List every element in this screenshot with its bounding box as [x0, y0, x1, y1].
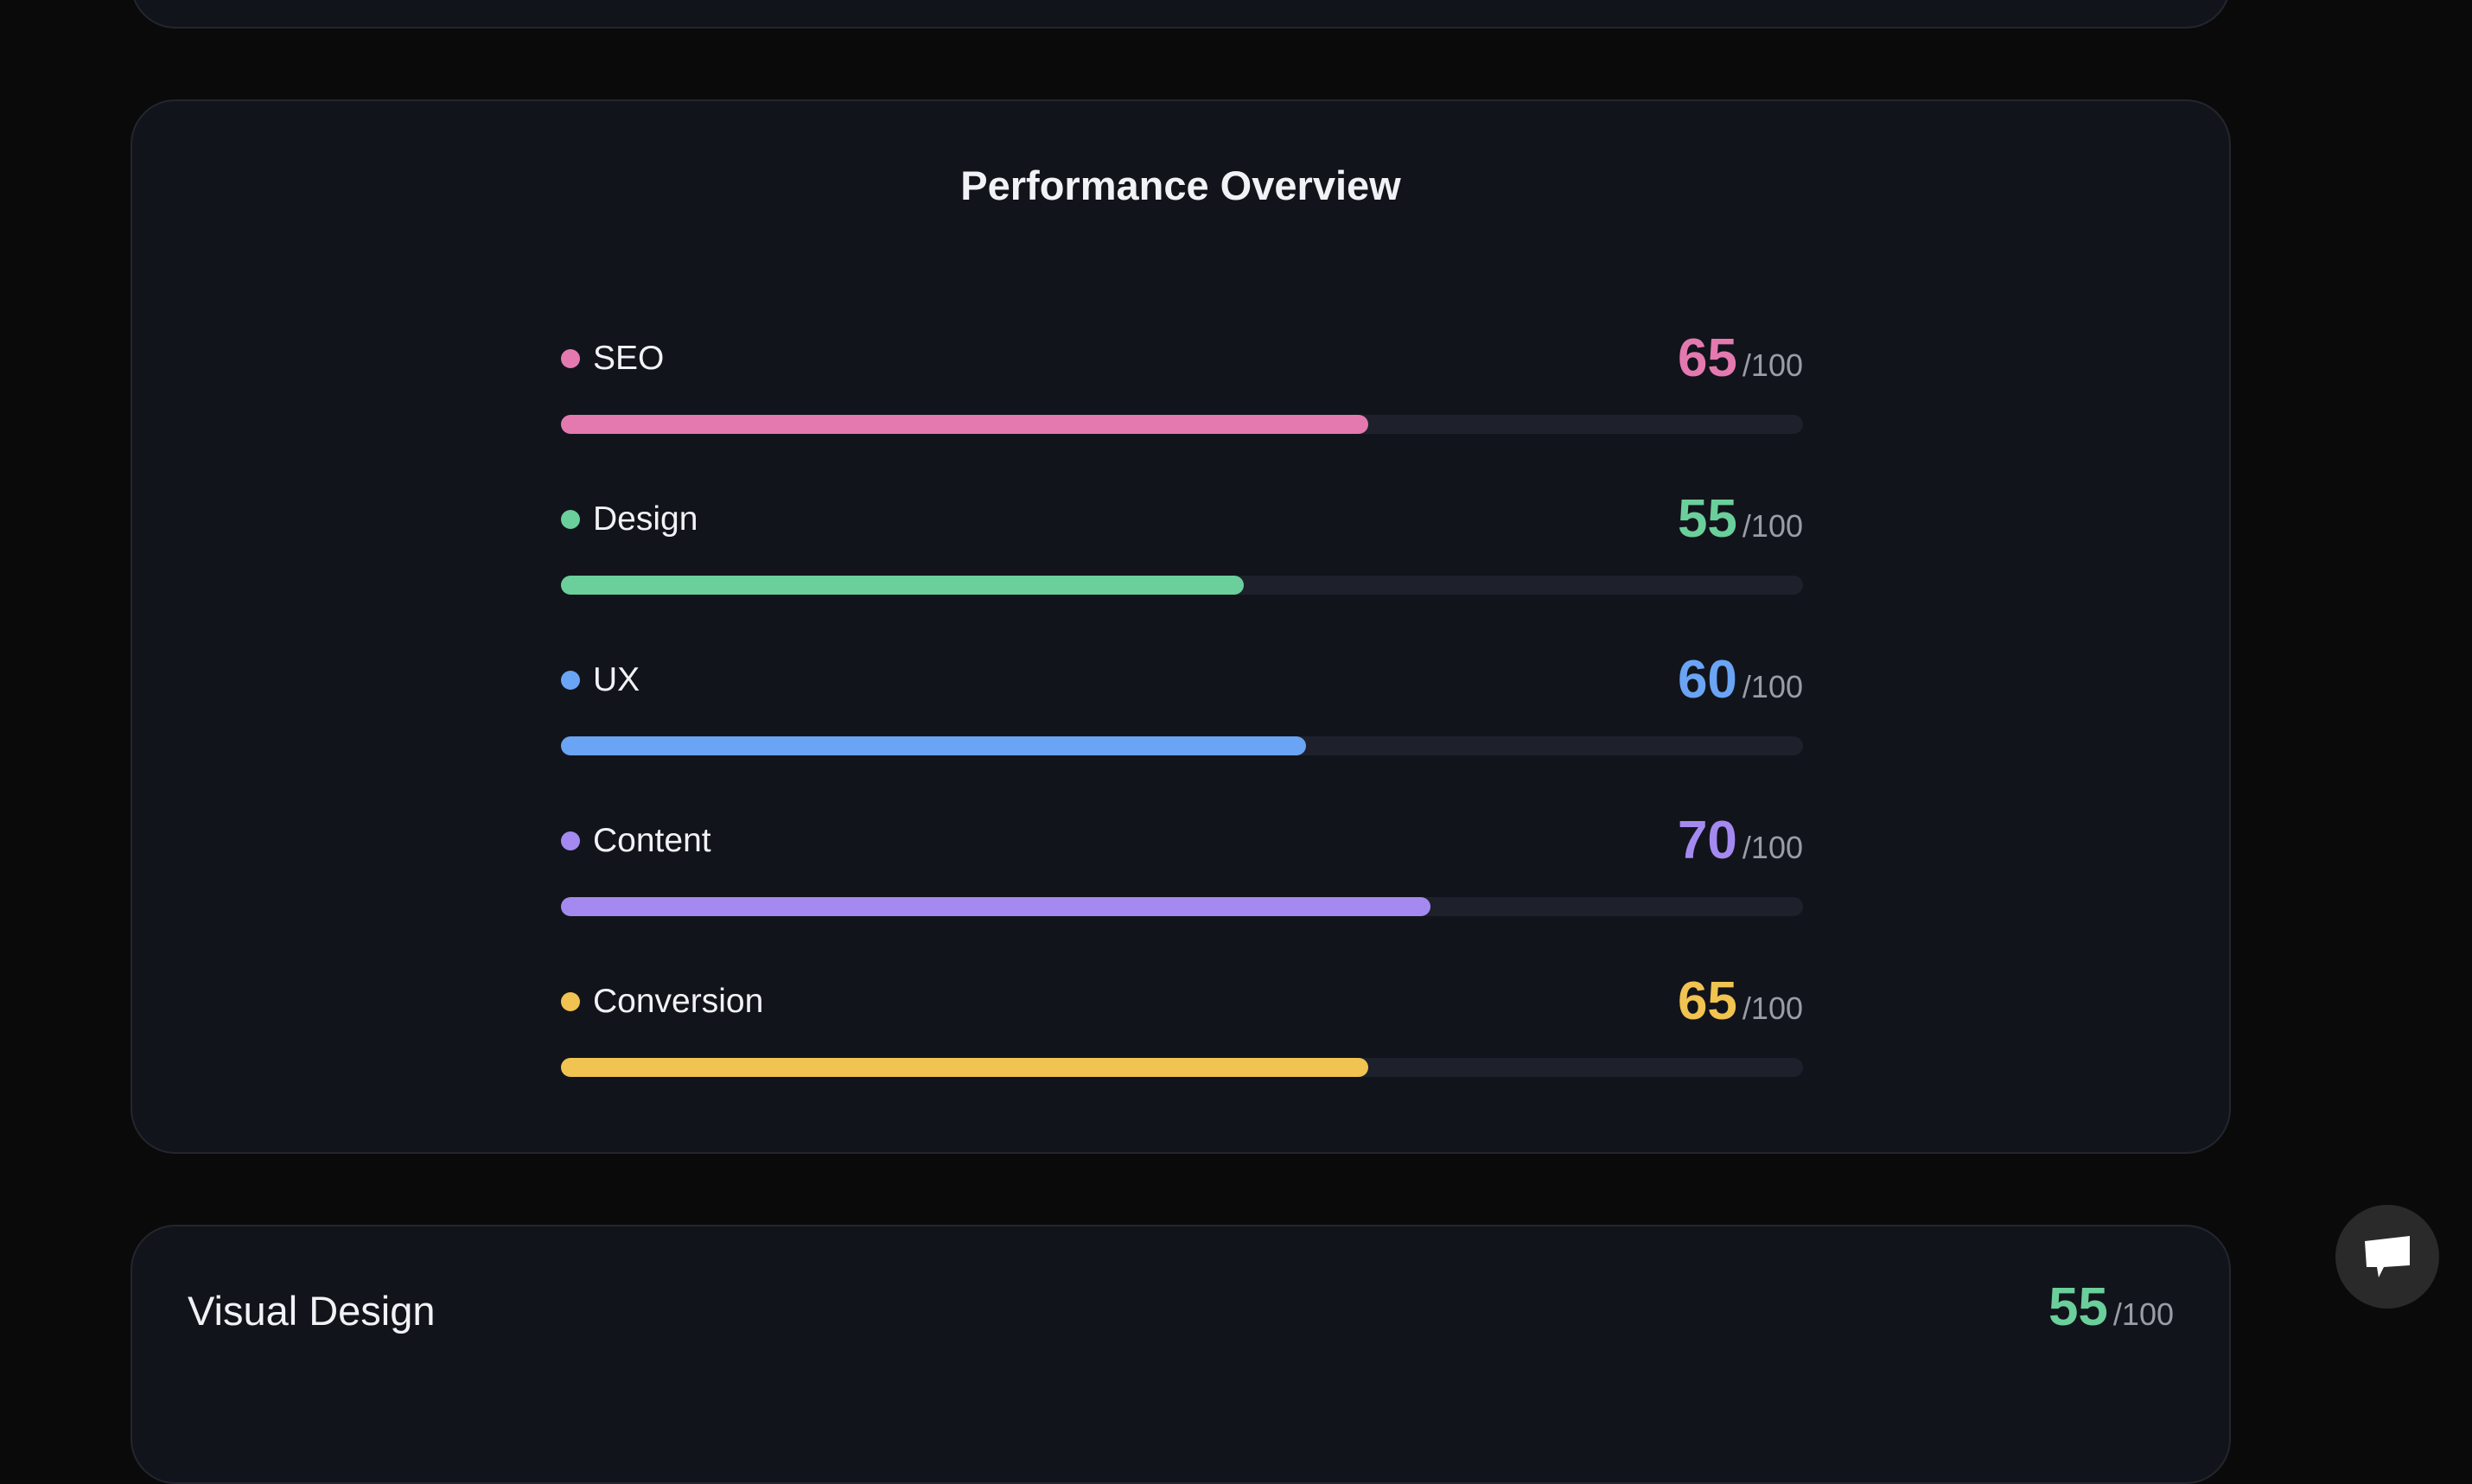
metric-dot-icon	[561, 671, 580, 690]
metric-score: 70/100	[1678, 810, 1803, 871]
metric-dot-icon	[561, 831, 580, 850]
section-score: 55/100	[2048, 1277, 2174, 1338]
progress-fill	[561, 1058, 1369, 1077]
section-title: Visual Design	[188, 1288, 436, 1334]
score-value: 55	[2048, 1277, 2108, 1337]
score-value: 55	[1677, 489, 1737, 549]
progress-track	[561, 736, 1803, 755]
score-value: 65	[1677, 328, 1737, 388]
score-max: /100	[1742, 669, 1803, 704]
previous-section-card	[131, 0, 2231, 29]
score-max: /100	[1742, 347, 1803, 383]
metric-dot-icon	[561, 349, 580, 368]
metric-row-seo: SEO 65/100	[561, 328, 1803, 459]
score-value: 70	[1677, 811, 1737, 870]
score-max: /100	[1742, 830, 1803, 865]
metric-row-content: Content 70/100	[561, 811, 1803, 941]
metric-label: UX	[593, 661, 640, 698]
progress-fill	[561, 576, 1245, 595]
metric-score: 65/100	[1678, 971, 1803, 1032]
score-max: /100	[2112, 1296, 2174, 1332]
card-title: Performance Overview	[960, 162, 1401, 208]
score-max: /100	[1742, 508, 1803, 544]
visual-design-card: Visual Design 55/100	[131, 1225, 2231, 1484]
progress-fill	[561, 736, 1307, 755]
progress-track	[561, 1058, 1803, 1077]
metric-label: Conversion	[593, 983, 764, 1020]
metric-label: Content	[593, 822, 711, 859]
progress-track	[561, 576, 1803, 595]
score-value: 65	[1677, 971, 1737, 1031]
metric-row-ux: UX 60/100	[561, 650, 1803, 780]
progress-track	[561, 897, 1803, 916]
metric-row-conversion: Conversion 65/100	[561, 971, 1803, 1102]
metric-row-design: Design 55/100	[561, 489, 1803, 620]
metric-label: Design	[593, 500, 698, 538]
score-max: /100	[1742, 990, 1803, 1026]
progress-track	[561, 415, 1803, 434]
progress-fill	[561, 897, 1430, 916]
chat-bubble-icon	[2365, 1236, 2410, 1277]
progress-fill	[561, 415, 1369, 434]
metric-dot-icon	[561, 510, 580, 529]
chat-button[interactable]	[2335, 1205, 2439, 1309]
metric-score: 55/100	[1678, 488, 1803, 550]
score-value: 60	[1677, 650, 1737, 710]
performance-overview-card: Performance Overview SEO 65/100 Design 55/1…	[131, 99, 2231, 1154]
metric-label: SEO	[593, 340, 665, 377]
metric-score: 60/100	[1678, 649, 1803, 710]
metric-dot-icon	[561, 992, 580, 1011]
metric-score: 65/100	[1678, 328, 1803, 389]
